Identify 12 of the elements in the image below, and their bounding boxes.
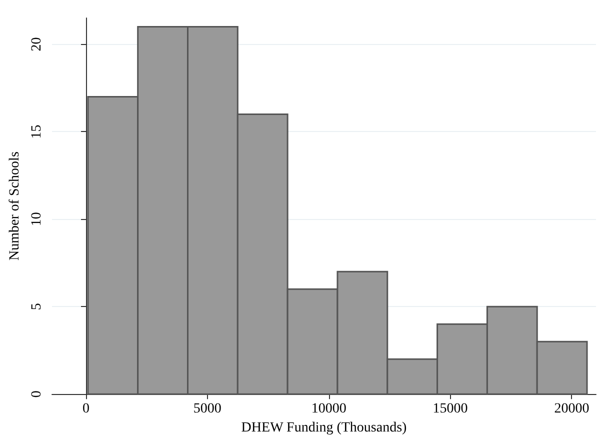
- x-tick-label: 20000: [554, 402, 590, 417]
- x-tick-label: 5000: [193, 402, 222, 417]
- y-tick-label: 20: [30, 37, 44, 52]
- x-axis-title: DHEW Funding (Thousands): [241, 420, 408, 436]
- x-tick-label: 15000: [432, 402, 468, 417]
- x-tick-label: 0: [82, 402, 90, 417]
- y-tick-label: 5: [30, 303, 44, 310]
- y-axis-title: Number of Schools: [8, 152, 22, 260]
- y-tick-label: 10: [30, 212, 44, 226]
- x-tick-label: 10000: [311, 402, 346, 417]
- y-tick-label: 15: [30, 124, 44, 139]
- y-tick-label: 0: [30, 390, 44, 398]
